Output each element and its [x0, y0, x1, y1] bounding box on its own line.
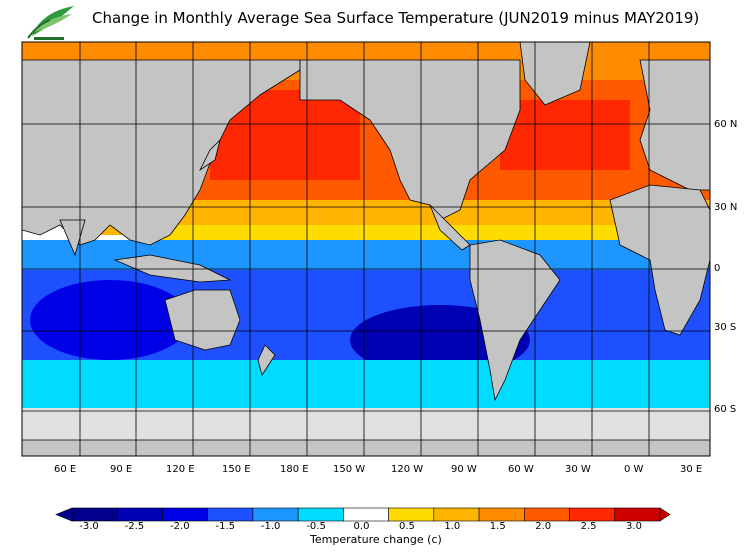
lon-label-90w: 90 W — [451, 464, 477, 475]
colorbar-tick-label: 0.0 — [353, 521, 370, 532]
colorbar-arrow-high — [659, 507, 671, 522]
colorbar-tick-label: 3.0 — [626, 521, 642, 532]
colorbar-tick-label: 1.5 — [489, 521, 506, 532]
new-zealand-landmass — [257, 344, 276, 376]
southern-ocean-band — [22, 360, 710, 410]
colorbar-swatch — [207, 507, 254, 522]
lon-label-150e: 150 E — [222, 464, 251, 475]
colorbar-tick-label: -1.5 — [215, 521, 236, 532]
north-atlantic-hot — [500, 100, 630, 170]
colorbar-swatch — [343, 507, 389, 522]
lat-label-60s: 60 S — [714, 404, 737, 415]
indian-ocean-cold — [30, 280, 190, 360]
map-frame — [21, 41, 711, 457]
sst-anomaly-map — [21, 41, 711, 457]
lon-label-150w: 150 W — [333, 464, 366, 475]
colorbar-label: Temperature change (c) — [310, 533, 442, 546]
europe-landmass — [639, 59, 710, 191]
land-masses — [22, 42, 710, 456]
lon-label-60e: 60 E — [54, 464, 77, 475]
colorbar-tick-label: -2.5 — [124, 521, 145, 532]
greenland-landmass — [519, 42, 591, 106]
colorbar-tick-label: 0.5 — [398, 521, 415, 532]
colorbar-swatch — [388, 507, 435, 522]
lon-label-60w: 60 W — [508, 464, 534, 475]
colorbar-tick-label: 1.0 — [444, 521, 461, 532]
colorbar-swatch — [614, 507, 661, 522]
colorbar-swatch — [162, 507, 208, 522]
colorbar-swatch — [433, 507, 480, 522]
colorbar-swatch — [252, 507, 299, 522]
colorbar-swatch — [478, 507, 525, 522]
maritime-continent — [113, 254, 232, 283]
australia-landmass — [164, 289, 241, 351]
colorbar-swatch — [297, 507, 344, 522]
lon-label-120e: 120 E — [166, 464, 195, 475]
lon-label-90e: 90 E — [110, 464, 133, 475]
lon-label-30w: 30 W — [565, 464, 591, 475]
lon-label-30e: 30 E — [680, 464, 703, 475]
central-america-landmass — [429, 204, 471, 251]
lat-label-30n: 30 N — [714, 202, 738, 213]
page-title: Change in Monthly Average Sea Surface Te… — [92, 9, 700, 27]
colorbar-tick-label: 2.0 — [535, 521, 552, 532]
hko-leaf-logo-icon — [27, 6, 74, 40]
colorbar-arrow-low — [55, 507, 73, 522]
asia-landmass — [22, 59, 301, 246]
lat-label-0: 0 — [714, 263, 721, 274]
lon-label-0w: 0 W — [624, 464, 644, 475]
colorbar-tick-label: -2.0 — [170, 521, 190, 532]
colorbar-tick-label: -0.5 — [306, 521, 326, 532]
colorbar-tick-label: 2.5 — [580, 521, 597, 532]
africa-landmass — [609, 184, 710, 336]
colorbar-swatch — [524, 507, 570, 522]
colorbar-tick-label: -3.0 — [79, 521, 99, 532]
colorbar-swatch — [116, 507, 163, 522]
colorbar-swatch — [71, 507, 118, 522]
graticule — [22, 42, 710, 456]
lat-label-30s: 30 S — [714, 322, 737, 333]
colorbar-swatch — [569, 507, 616, 522]
colorbar-tick-label: -1.0 — [260, 521, 281, 532]
antarctica-landmass — [22, 439, 710, 456]
japan-landmass — [198, 138, 221, 172]
lon-label-180e: 180 E — [280, 464, 309, 475]
lon-label-120w: 120 W — [391, 464, 424, 475]
lat-label-60n: 60 N — [714, 119, 738, 130]
